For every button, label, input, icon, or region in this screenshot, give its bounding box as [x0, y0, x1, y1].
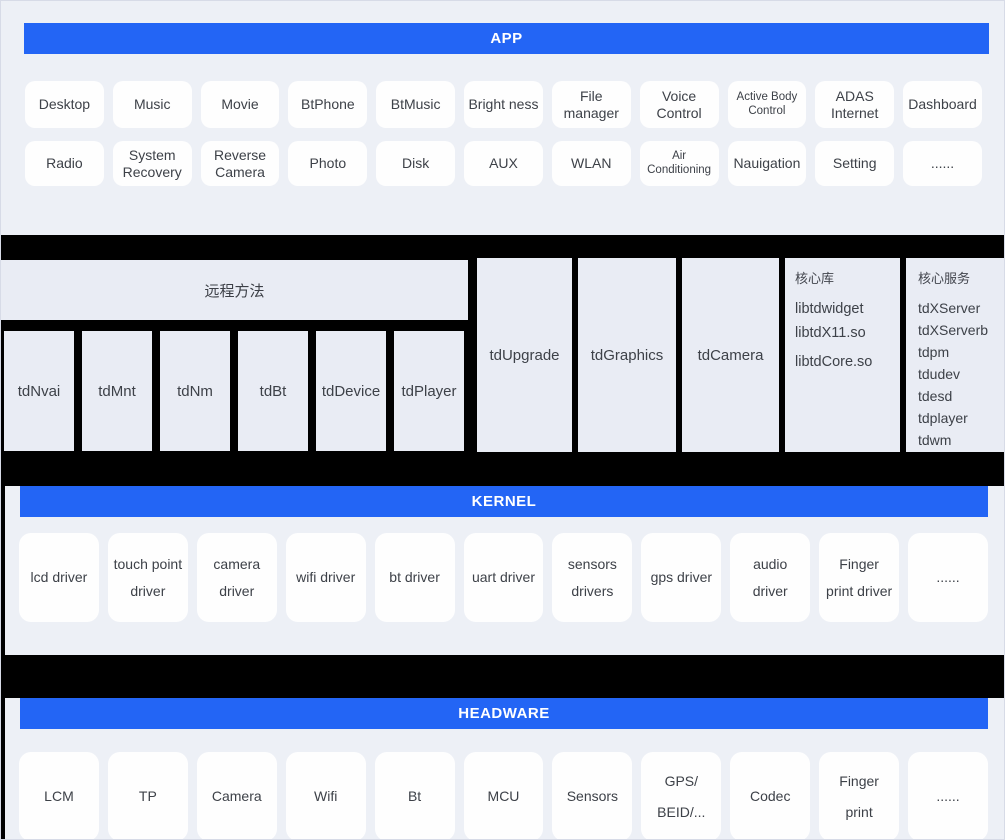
hardware-card: Codec [730, 752, 811, 839]
core-services-item: tdplayer [918, 410, 968, 426]
hardware-card: MCU [463, 752, 544, 839]
middleware-module-box: tdBt [238, 331, 308, 451]
app-card: Bright ness [464, 81, 543, 128]
app-card: Desktop [25, 81, 104, 128]
hardware-card: ...... [908, 752, 988, 839]
hardware-card: TP [107, 752, 188, 839]
app-card: File manager [551, 81, 631, 128]
core-library-box: 核心库 libtdwidget libtdX11.so libtdCore.so [785, 258, 900, 452]
hardware-card: Bt [374, 752, 455, 839]
middleware-service-box: tdUpgrade [477, 258, 572, 452]
kernel-driver-card: camera driver [196, 533, 277, 622]
app-card-row-1: Desktop Music Movie BtPhone BtMusic Brig… [25, 81, 982, 128]
app-card: Disk [376, 141, 456, 186]
app-card: Air Conditioning [639, 141, 719, 186]
kernel-driver-card: audio driver [730, 533, 811, 622]
middleware-service-box: tdGraphics [578, 258, 676, 452]
kernel-driver-card: lcd driver [19, 533, 99, 622]
core-services-item: tdudev [918, 366, 961, 382]
app-card: Photo [288, 141, 368, 186]
headware-banner: HEADWARE [20, 698, 988, 729]
hardware-card: LCM [19, 752, 99, 839]
core-services-item: tdXServer [918, 300, 981, 316]
remote-methods-header: 远程方法 [1, 260, 468, 320]
remote-module-row: tdNvai tdMnt tdNm tdBt tdDevice tdPlayer [1, 331, 468, 451]
app-card: ...... [903, 141, 982, 186]
middleware-layer: 远程方法 tdNvai tdMnt tdNm tdBt tdDevice tdP… [1, 235, 1004, 839]
app-card: BtPhone [288, 81, 368, 128]
app-card: AUX [464, 141, 543, 186]
app-card: WLAN [551, 141, 631, 186]
kernel-driver-card: Finger print driver [819, 533, 900, 622]
app-card: System Recovery [112, 141, 192, 186]
hardware-card: Wifi [285, 752, 366, 839]
core-services-box: 核心服务 tdXServer tdXServerb tdpm tdudev td… [906, 258, 1004, 452]
app-layer: APP Desktop Music Movie BtPhone BtMusic … [1, 23, 1004, 235]
kernel-card-row: lcd driver touch point driver camera dri… [19, 533, 988, 622]
hardware-card: Finger print [819, 752, 900, 839]
headware-layer: HEADWARE LCM TP Camera Wifi Bt MCU Senso… [5, 698, 1004, 839]
app-layer-banner: APP [24, 23, 989, 54]
kernel-layer: KERNEL lcd driver touch point driver cam… [5, 486, 1004, 655]
core-services-item: tdesd [918, 388, 953, 404]
app-card: Setting [815, 141, 895, 186]
app-card: Reverse Camera [200, 141, 280, 186]
core-library-item: libtdCore.so [795, 354, 873, 370]
app-card: Voice Control [639, 81, 719, 128]
core-services-item: tdXServerb [918, 322, 989, 338]
core-library-item: libtdX11.so [795, 325, 866, 341]
app-card: Radio [25, 141, 104, 186]
kernel-driver-card: wifi driver [285, 533, 366, 622]
app-card: Music [112, 81, 192, 128]
middleware-module-box: tdDevice [316, 331, 386, 451]
app-card: Movie [200, 81, 280, 128]
core-library-item: libtdwidget [795, 301, 864, 317]
app-card: Nauigation [727, 141, 807, 186]
core-services-item: tdpm [918, 344, 950, 360]
app-card: BtMusic [376, 81, 456, 128]
hardware-card: GPS/ BEID/... [641, 752, 722, 839]
middleware-module-box: tdNvai [4, 331, 74, 451]
middleware-module-box: tdMnt [82, 331, 152, 451]
kernel-banner: KERNEL [20, 486, 988, 517]
middleware-content: 远程方法 tdNvai tdMnt tdNm tdBt tdDevice tdP… [1, 235, 1004, 471]
middleware-service-group: tdUpgrade tdGraphics tdCamera 核心库 libtdw… [477, 258, 1004, 452]
kernel-driver-card: uart driver [463, 533, 544, 622]
middleware-service-box: tdCamera [682, 258, 779, 452]
kernel-driver-card: sensors drivers [552, 533, 633, 622]
core-library-title: 核心库 [795, 271, 835, 286]
remote-methods-group: 远程方法 tdNvai tdMnt tdNm tdBt tdDevice tdP… [1, 260, 468, 451]
headware-card-row: LCM TP Camera Wifi Bt MCU Sensors GPS/ B… [19, 752, 988, 839]
hardware-card: Camera [196, 752, 277, 839]
middleware-module-box: tdPlayer [394, 331, 464, 451]
kernel-driver-card: bt driver [374, 533, 455, 622]
section-divider [1, 655, 1004, 681]
core-services-title: 核心服务 [918, 271, 971, 286]
middleware-module-box: tdNm [160, 331, 230, 451]
kernel-driver-card: gps driver [641, 533, 722, 622]
kernel-driver-card: ...... [908, 533, 988, 622]
kernel-driver-card: touch point driver [107, 533, 188, 622]
app-card: ADAS Internet [815, 81, 895, 128]
app-card: Active Body Control [727, 81, 807, 128]
app-card-row-2: Radio System Recovery Reverse Camera Pho… [25, 141, 982, 186]
hardware-card: Sensors [552, 752, 633, 839]
core-services-item: tdwm [918, 432, 952, 448]
app-card: Dashboard [903, 81, 982, 128]
